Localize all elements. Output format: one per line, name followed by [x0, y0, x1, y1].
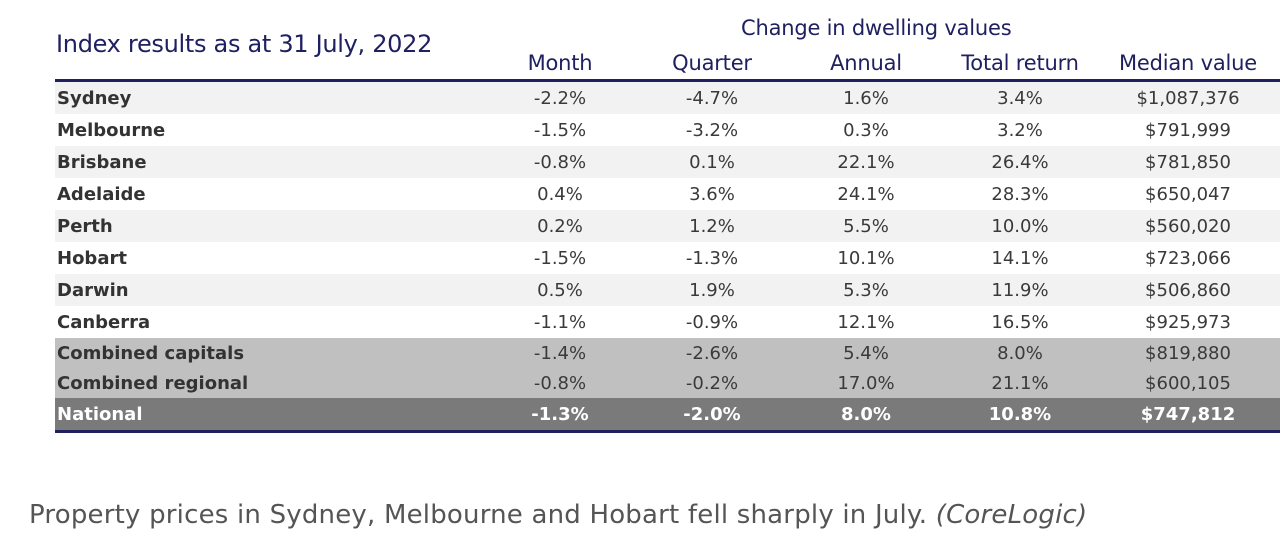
- row-label: Perth: [57, 215, 113, 237]
- cell-median-value: $781,850: [1145, 151, 1231, 173]
- cell-annual: 10.1%: [837, 247, 895, 269]
- cell-annual: 12.1%: [837, 311, 895, 333]
- cell-quarter: -0.9%: [685, 311, 739, 333]
- cell-quarter: -3.2%: [685, 119, 739, 141]
- caption-source: (CoreLogic): [935, 500, 1088, 530]
- cell-total-return: 16.5%: [991, 311, 1049, 333]
- cell-annual: 5.4%: [843, 342, 889, 364]
- cell-annual: 24.1%: [837, 183, 895, 205]
- row-label: Combined capitals: [57, 342, 245, 364]
- cell-median-value: $560,020: [1145, 215, 1231, 237]
- cell-median-value: $1,087,376: [1136, 87, 1240, 109]
- row-label: National: [57, 403, 143, 425]
- cell-annual: 0.3%: [843, 119, 889, 141]
- cell-annual: 17.0%: [837, 372, 895, 394]
- row-label: Adelaide: [57, 183, 146, 205]
- row-label: Sydney: [57, 87, 132, 109]
- cell-quarter: 3.6%: [689, 183, 735, 205]
- row-label: Combined regional: [57, 372, 249, 394]
- cell-month: -0.8%: [533, 151, 587, 173]
- cell-median-value: $925,973: [1145, 311, 1231, 333]
- table-row-hobart: Hobart -1.5% -1.3% 10.1% 14.1% $723,066: [55, 242, 1280, 274]
- table-title: Index results as at 31 July, 2022: [56, 30, 433, 58]
- cell-quarter: -4.7%: [685, 87, 739, 109]
- column-header-month: Month: [527, 51, 593, 75]
- table-row-combined-capitals: Combined capitals -1.4% -2.6% 5.4% 8.0% $819,…: [55, 338, 1280, 368]
- cell-quarter: -0.2%: [685, 372, 739, 394]
- cell-median-value: $747,812: [1140, 403, 1236, 425]
- cell-month: -2.2%: [533, 87, 587, 109]
- row-label: Melbourne: [57, 119, 166, 141]
- cell-total-return: 10.0%: [991, 215, 1049, 237]
- cell-median-value: $791,999: [1145, 119, 1231, 141]
- cell-annual: 8.0%: [841, 403, 891, 425]
- bottom-rule: [55, 430, 1280, 433]
- cell-month: -1.3%: [531, 403, 589, 425]
- row-label: Darwin: [57, 279, 129, 301]
- caption: Property prices in Sydney, Melbourne and…: [29, 500, 1087, 530]
- cell-total-return: 8.0%: [997, 342, 1043, 364]
- table-row-combined-regional: Combined regional -0.8% -0.2% 17.0% 21.1% $60…: [55, 368, 1280, 398]
- cell-quarter: -1.3%: [685, 247, 739, 269]
- table-row-melbourne: Melbourne -1.5% -3.2% 0.3% 3.2% $791,999: [55, 114, 1280, 146]
- cell-month: 0.2%: [537, 215, 583, 237]
- cell-annual: 5.3%: [843, 279, 889, 301]
- row-label: Brisbane: [57, 151, 147, 173]
- cell-quarter: -2.0%: [683, 403, 741, 425]
- cell-total-return: 28.3%: [991, 183, 1049, 205]
- cell-month: -1.1%: [533, 311, 587, 333]
- column-header-quarter: Quarter: [672, 51, 752, 75]
- column-header-total-return: Total return: [961, 51, 1079, 75]
- caption-text: Property prices in Sydney, Melbourne and…: [29, 500, 928, 530]
- cell-quarter: 1.9%: [689, 279, 735, 301]
- cell-annual: 1.6%: [843, 87, 889, 109]
- cell-month: -1.4%: [533, 342, 587, 364]
- cell-month: -1.5%: [533, 247, 587, 269]
- cell-month: -0.8%: [533, 372, 587, 394]
- cell-month: -1.5%: [533, 119, 587, 141]
- cell-median-value: $819,880: [1145, 342, 1231, 364]
- cell-quarter: -2.6%: [685, 342, 739, 364]
- cell-median-value: $723,066: [1145, 247, 1231, 269]
- cell-month: 0.4%: [537, 183, 583, 205]
- cell-median-value: $600,105: [1145, 372, 1231, 394]
- table-row-national: National -1.3% -2.0% 8.0% 10.8% $747,812: [55, 398, 1280, 430]
- row-label: Canberra: [57, 311, 151, 333]
- cell-quarter: 1.2%: [689, 215, 735, 237]
- cell-total-return: 3.4%: [997, 87, 1043, 109]
- column-header-median-value: Median value: [1118, 51, 1258, 75]
- cell-total-return: 26.4%: [991, 151, 1049, 173]
- cell-median-value: $506,860: [1145, 279, 1231, 301]
- cell-total-return: 10.8%: [988, 403, 1052, 425]
- cell-annual: 5.5%: [843, 215, 889, 237]
- cell-total-return: 11.9%: [991, 279, 1049, 301]
- table-row-brisbane: Brisbane -0.8% 0.1% 22.1% 26.4% $781,850: [55, 146, 1280, 178]
- cell-quarter: 0.1%: [689, 151, 735, 173]
- row-label: Hobart: [57, 247, 127, 269]
- table-row-perth: Perth 0.2% 1.2% 5.5% 10.0% $560,020: [55, 210, 1280, 242]
- cell-month: 0.5%: [537, 279, 583, 301]
- cell-total-return: 14.1%: [991, 247, 1049, 269]
- cell-median-value: $650,047: [1145, 183, 1231, 205]
- table-row-sydney: Sydney -2.2% -4.7% 1.6% 3.4% $1,087,376: [55, 82, 1280, 114]
- cell-total-return: 21.1%: [991, 372, 1049, 394]
- header-rule: [55, 79, 1280, 82]
- cell-annual: 22.1%: [837, 151, 895, 173]
- group-header: Change in dwelling values: [741, 16, 1012, 40]
- column-header-annual: Annual: [830, 51, 902, 75]
- table-row-darwin: Darwin 0.5% 1.9% 5.3% 11.9% $506,860: [55, 274, 1280, 306]
- table-row-adelaide: Adelaide 0.4% 3.6% 24.1% 28.3% $650,047: [55, 178, 1280, 210]
- table-row-canberra: Canberra -1.1% -0.9% 12.1% 16.5% $925,973: [55, 306, 1280, 338]
- cell-total-return: 3.2%: [997, 119, 1043, 141]
